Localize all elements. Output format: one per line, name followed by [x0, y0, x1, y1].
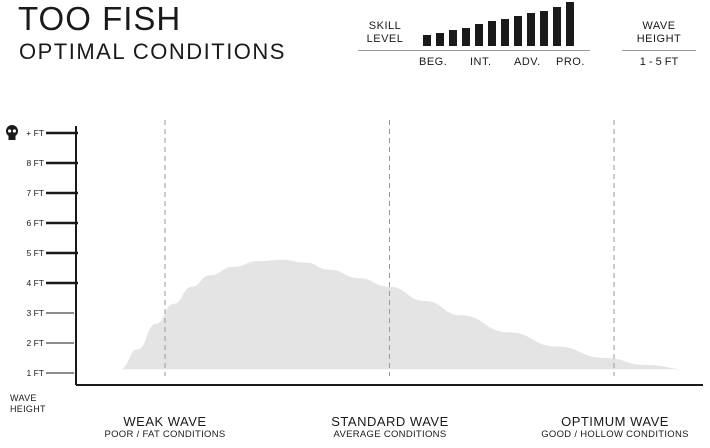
skill-bar	[527, 13, 535, 46]
y-tick-label: 2 FT	[27, 338, 44, 348]
category-subtitle: AVERAGE CONDITIONS	[333, 429, 447, 440]
skull-icon	[6, 125, 18, 140]
skill-bar	[488, 21, 496, 46]
skill-bar	[423, 35, 431, 46]
wave-area	[119, 259, 688, 370]
skill-bar	[462, 28, 470, 46]
skill-level-advanced: ADV.	[514, 56, 541, 68]
category-standard-wave: STANDARD WAVE AVERAGE CONDITIONS	[290, 414, 490, 441]
wave-height-divider	[622, 50, 696, 51]
skill-divider	[358, 50, 590, 51]
y-tick-label: 7 FT	[27, 188, 44, 198]
skill-bar	[501, 19, 509, 46]
y-axis-label-line1: WAVE	[10, 393, 37, 403]
skill-label-line2: LEVEL	[366, 33, 404, 45]
y-tick-label: + FT	[26, 128, 44, 138]
y-axis-label-line2: HEIGHT	[10, 404, 46, 414]
y-tick-label: 6 FT	[27, 218, 44, 228]
category-weak-wave: WEAK WAVE POOR / FAT CONDITIONS	[65, 414, 265, 441]
category-title: WEAK WAVE	[123, 414, 207, 429]
category-subtitle: GOOD / HOLLOW CONDITIONS	[541, 429, 689, 440]
skill-level-pro: PRO.	[556, 56, 585, 68]
category-optimum-wave: OPTIMUM WAVE GOOD / HOLLOW CONDITIONS	[515, 414, 710, 441]
skill-level-intermediate: INT.	[470, 56, 492, 68]
skill-level-beginner: BEG.	[419, 56, 448, 68]
skill-bar	[566, 2, 574, 46]
skill-bar	[449, 30, 457, 46]
y-tick-label: 3 FT	[27, 308, 44, 318]
wave-height-value: 1 - 5 FT	[639, 56, 679, 68]
skill-level-label: SKILL LEVEL	[358, 20, 412, 46]
skill-level-bars	[423, 0, 583, 46]
wave-height-box-label: WAVE HEIGHT	[628, 20, 690, 46]
skill-label-line1: SKILL	[368, 20, 402, 32]
page-title: TOO FISH	[18, 0, 182, 37]
category-title: STANDARD WAVE	[331, 414, 449, 429]
wave-height-label-line2: HEIGHT	[636, 33, 682, 45]
y-tick-label: 5 FT	[27, 248, 44, 258]
category-title: OPTIMUM WAVE	[561, 414, 669, 429]
skill-bar	[436, 33, 444, 46]
y-tick-label: 1 FT	[27, 368, 44, 378]
category-subtitle: POOR / FAT CONDITIONS	[104, 429, 226, 440]
page-subtitle: OPTIMAL CONDITIONS	[19, 39, 286, 64]
y-tick-label: 8 FT	[27, 158, 44, 168]
y-axis-label: WAVE HEIGHT	[10, 393, 62, 415]
skill-bar	[514, 16, 522, 46]
y-tick-label: 4 FT	[27, 278, 44, 288]
wave-height-label-line1: WAVE	[642, 20, 676, 32]
skill-bar	[553, 7, 561, 46]
skill-bar	[540, 11, 548, 46]
skill-bar	[475, 24, 483, 46]
